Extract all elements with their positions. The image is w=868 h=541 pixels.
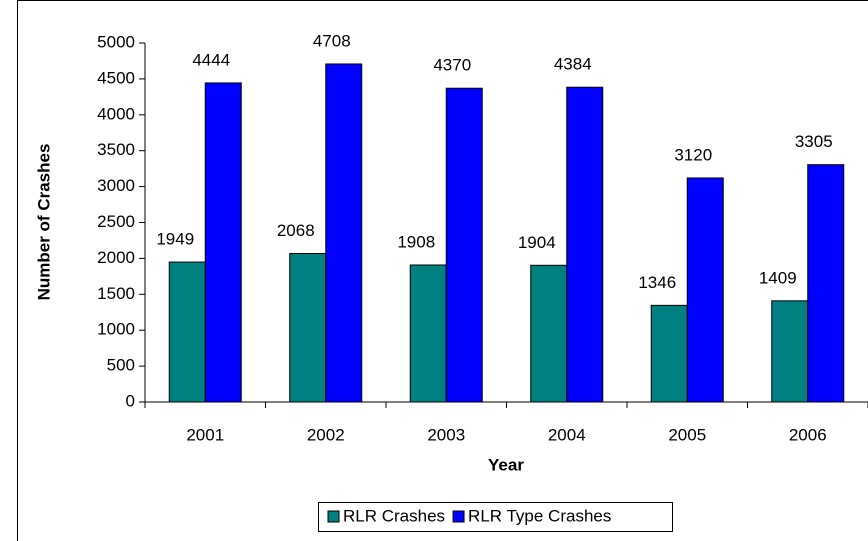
- bar: [168, 261, 206, 403]
- x-tick-label: 2006: [789, 425, 827, 444]
- data-label: 4370: [433, 56, 471, 75]
- data-label: 3120: [674, 145, 712, 164]
- x-tick-label: 2002: [307, 425, 345, 444]
- bar: [204, 82, 242, 403]
- data-label: 4384: [554, 55, 592, 74]
- legend-swatch: [327, 510, 340, 523]
- bar: [807, 164, 845, 403]
- data-label: 1908: [397, 232, 435, 251]
- bar: [686, 177, 724, 403]
- data-label: 1949: [156, 230, 194, 249]
- legend-box: [318, 502, 673, 532]
- bar: [771, 300, 809, 403]
- legend-label: RLR Type Crashes: [468, 506, 611, 525]
- bar: [530, 264, 568, 403]
- bar: [409, 264, 447, 403]
- x-tick-label: 2001: [186, 425, 224, 444]
- y-axis-title: Number of Crashes: [34, 144, 53, 301]
- y-tick-label: 1000: [97, 320, 135, 339]
- x-tick-label: 2005: [668, 425, 706, 444]
- y-tick-label: 4000: [97, 104, 135, 123]
- legend-swatch: [452, 510, 465, 523]
- y-tick-label: 1500: [97, 284, 135, 303]
- y-tick-label: 2500: [97, 212, 135, 231]
- data-label: 2068: [277, 221, 315, 240]
- bar: [566, 86, 604, 403]
- legend-label: RLR Crashes: [343, 506, 445, 525]
- data-label: 4444: [192, 50, 230, 69]
- x-tick-label: 2004: [548, 425, 586, 444]
- data-label: 1346: [638, 273, 676, 292]
- legend: RLR Crashes RLR Type Crashes: [318, 502, 673, 532]
- y-tick-label: 500: [107, 356, 135, 375]
- data-label: 1904: [518, 233, 556, 252]
- bar: [445, 87, 483, 403]
- x-tick-label: 2003: [427, 425, 465, 444]
- y-tick-label: 2000: [97, 248, 135, 267]
- y-tick-label: 3500: [97, 140, 135, 159]
- y-tick-label: 5000: [97, 32, 135, 51]
- data-label: 4708: [313, 31, 351, 50]
- data-label: 1409: [759, 268, 797, 287]
- bar: [289, 253, 327, 403]
- bar: [650, 304, 688, 403]
- bar: [325, 63, 363, 403]
- y-tick-label: 4500: [97, 68, 135, 87]
- data-label: 3305: [795, 132, 833, 151]
- y-tick-label: 0: [126, 391, 135, 410]
- y-tick-label: 3000: [97, 176, 135, 195]
- x-axis-title: Year: [488, 455, 524, 474]
